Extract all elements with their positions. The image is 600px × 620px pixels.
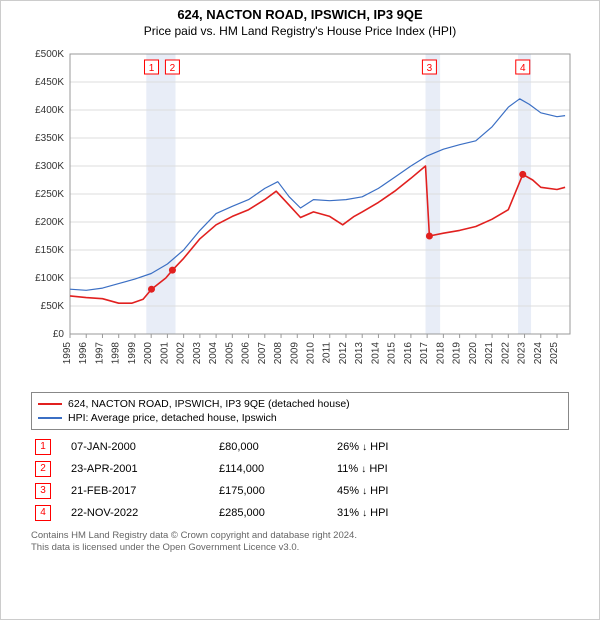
- svg-text:2020: 2020: [468, 342, 479, 365]
- svg-text:£100K: £100K: [35, 273, 64, 284]
- report-card: 624, NACTON ROAD, IPSWICH, IP3 9QE Price…: [0, 0, 600, 620]
- svg-text:2006: 2006: [241, 342, 252, 365]
- page-subtitle: Price paid vs. HM Land Registry's House …: [1, 22, 599, 44]
- svg-text:3: 3: [427, 63, 433, 74]
- svg-text:1998: 1998: [111, 342, 122, 365]
- svg-text:1996: 1996: [78, 342, 89, 365]
- event-date: 23-APR-2001: [67, 458, 215, 480]
- svg-text:2011: 2011: [322, 342, 333, 364]
- svg-text:2023: 2023: [517, 342, 528, 365]
- svg-text:2: 2: [170, 63, 176, 74]
- svg-text:2014: 2014: [370, 342, 381, 365]
- event-badge-cell: 3: [31, 480, 67, 502]
- svg-text:2019: 2019: [452, 342, 463, 365]
- event-price: £285,000: [215, 502, 333, 524]
- legend-item: HPI: Average price, detached house, Ipsw…: [38, 411, 562, 425]
- svg-text:2013: 2013: [354, 342, 365, 365]
- svg-text:1995: 1995: [62, 342, 73, 365]
- event-row: 2 23-APR-2001£114,00011% ↓ HPI: [31, 458, 569, 480]
- legend-swatch: [38, 417, 62, 419]
- svg-text:£400K: £400K: [35, 105, 64, 116]
- svg-text:2003: 2003: [192, 342, 203, 365]
- event-vs-hpi: 31% ↓ HPI: [333, 502, 569, 524]
- event-badge: 1: [35, 439, 51, 455]
- price-chart: £0 £50K £100K £150K £200K £250K £300K £350K £400…: [20, 44, 580, 384]
- svg-text:2002: 2002: [176, 342, 187, 365]
- event-badge-cell: 4: [31, 502, 67, 524]
- svg-text:£150K: £150K: [35, 245, 64, 256]
- svg-text:2000: 2000: [143, 342, 154, 365]
- event-vs-hpi: 26% ↓ HPI: [333, 436, 569, 458]
- svg-text:£450K: £450K: [35, 77, 64, 88]
- svg-text:2024: 2024: [533, 342, 544, 365]
- svg-text:£300K: £300K: [35, 161, 64, 172]
- event-row: 3 21-FEB-2017£175,00045% ↓ HPI: [31, 480, 569, 502]
- event-badge-cell: 1: [31, 436, 67, 458]
- event-badge: 4: [35, 505, 51, 521]
- svg-text:2005: 2005: [224, 342, 235, 365]
- event-vs-hpi: 45% ↓ HPI: [333, 480, 569, 502]
- event-row: 1 07-JAN-2000£80,00026% ↓ HPI: [31, 436, 569, 458]
- svg-text:2022: 2022: [500, 342, 511, 365]
- svg-text:2018: 2018: [435, 342, 446, 365]
- svg-text:2004: 2004: [208, 342, 219, 365]
- page-title: 624, NACTON ROAD, IPSWICH, IP3 9QE: [1, 1, 599, 22]
- event-row: 4 22-NOV-2022£285,00031% ↓ HPI: [31, 502, 569, 524]
- svg-text:2021: 2021: [484, 342, 495, 365]
- event-price: £114,000: [215, 458, 333, 480]
- svg-text:2009: 2009: [289, 342, 300, 365]
- legend-label: HPI: Average price, detached house, Ipsw…: [68, 412, 277, 424]
- svg-text:2012: 2012: [338, 342, 349, 365]
- footnote-line-2: This data is licensed under the Open Gov…: [31, 542, 569, 554]
- svg-text:2025: 2025: [549, 342, 560, 365]
- event-badge: 2: [35, 461, 51, 477]
- legend-swatch: [38, 403, 62, 405]
- svg-text:£200K: £200K: [35, 217, 64, 228]
- chart-container: £0 £50K £100K £150K £200K £250K £300K £350K £400…: [20, 44, 580, 384]
- sales-events-table: 1 07-JAN-2000£80,00026% ↓ HPI 2 23-APR-2001…: [31, 436, 569, 524]
- legend-label: 624, NACTON ROAD, IPSWICH, IP3 9QE (deta…: [68, 398, 350, 410]
- event-price: £80,000: [215, 436, 333, 458]
- legend: 624, NACTON ROAD, IPSWICH, IP3 9QE (deta…: [31, 392, 569, 430]
- svg-text:£500K: £500K: [35, 49, 64, 60]
- event-badge-cell: 2: [31, 458, 67, 480]
- event-date: 21-FEB-2017: [67, 480, 215, 502]
- svg-text:2010: 2010: [306, 342, 317, 365]
- svg-text:£50K: £50K: [41, 301, 65, 312]
- legend-item: 624, NACTON ROAD, IPSWICH, IP3 9QE (deta…: [38, 397, 562, 411]
- event-date: 07-JAN-2000: [67, 436, 215, 458]
- svg-text:£350K: £350K: [35, 133, 64, 144]
- event-price: £175,000: [215, 480, 333, 502]
- svg-text:£0: £0: [53, 329, 65, 340]
- svg-text:4: 4: [520, 63, 526, 74]
- svg-text:1: 1: [149, 63, 155, 74]
- svg-text:2015: 2015: [387, 342, 398, 365]
- event-date: 22-NOV-2022: [67, 502, 215, 524]
- event-vs-hpi: 11% ↓ HPI: [333, 458, 569, 480]
- footnote: Contains HM Land Registry data © Crown c…: [31, 530, 569, 555]
- svg-text:2007: 2007: [257, 342, 268, 365]
- svg-text:2008: 2008: [273, 342, 284, 365]
- svg-text:£250K: £250K: [35, 189, 64, 200]
- event-badge: 3: [35, 483, 51, 499]
- footnote-line-1: Contains HM Land Registry data © Crown c…: [31, 530, 569, 542]
- svg-text:1997: 1997: [94, 342, 105, 365]
- svg-text:2001: 2001: [159, 342, 170, 365]
- svg-text:2017: 2017: [419, 342, 430, 365]
- svg-text:1999: 1999: [127, 342, 138, 365]
- svg-text:2016: 2016: [403, 342, 414, 365]
